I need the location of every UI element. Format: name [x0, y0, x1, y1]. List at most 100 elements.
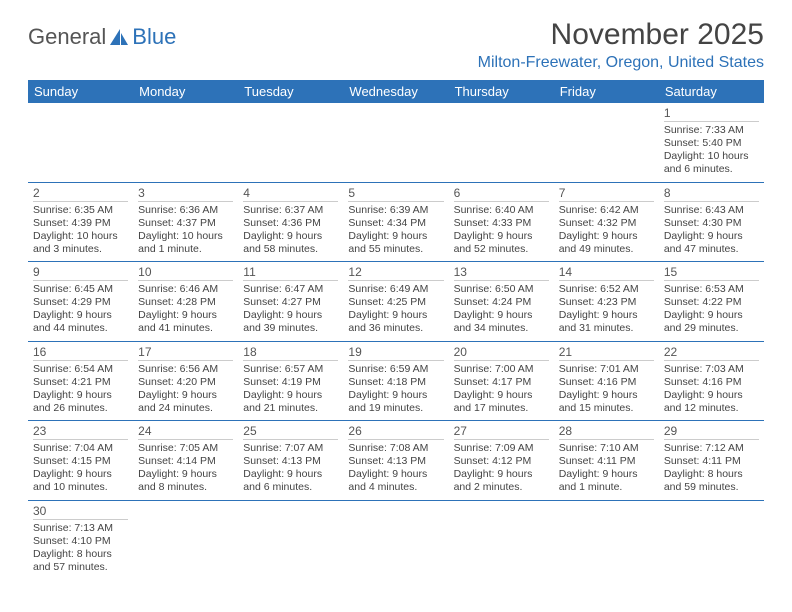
daylight-line: Daylight: 9 hours	[243, 468, 338, 481]
daylight-line: and 1 minute.	[559, 481, 654, 494]
week-row: 9Sunrise: 6:45 AMSunset: 4:29 PMDaylight…	[28, 262, 764, 342]
day-number: 19	[348, 345, 443, 361]
daylight-line: Daylight: 9 hours	[559, 309, 654, 322]
daylight-line: and 34 minutes.	[454, 322, 549, 335]
daylight-line: and 29 minutes.	[664, 322, 759, 335]
header: General Blue November 2025 Milton-Freewa…	[28, 18, 764, 72]
daylight-line: and 21 minutes.	[243, 402, 338, 415]
day-cell: 2Sunrise: 6:35 AMSunset: 4:39 PMDaylight…	[28, 183, 133, 262]
day-cell: 21 Sunrise: 7:01 AMSunset: 4:16 PMDayligh…	[554, 342, 659, 421]
day-cell: 13Sunrise: 6:50 AMSunset: 4:24 PMDayligh…	[449, 262, 554, 341]
daylight-line: and 41 minutes.	[138, 322, 233, 335]
day-number: 6	[454, 186, 549, 202]
sunset-line: Sunset: 4:21 PM	[33, 376, 128, 389]
day-cell: 23Sunrise: 7:04 AMSunset: 4:15 PMDayligh…	[28, 421, 133, 500]
day-number: 28	[559, 424, 654, 440]
week-row: 1Sunrise: 7:33 AMSunset: 5:40 PMDaylight…	[28, 103, 764, 183]
sunset-line: Sunset: 4:13 PM	[243, 455, 338, 468]
sunrise-line: Sunrise: 6:50 AM	[454, 283, 549, 296]
daylight-line: and 58 minutes.	[243, 243, 338, 256]
sunrise-line: Sunrise: 7:10 AM	[559, 442, 654, 455]
sunset-line: Sunset: 4:37 PM	[138, 217, 233, 230]
daylight-line: Daylight: 9 hours	[348, 309, 443, 322]
day-cell: 22Sunrise: 7:03 AMSunset: 4:16 PMDayligh…	[659, 342, 764, 421]
day-cell: 26Sunrise: 7:08 AMSunset: 4:13 PMDayligh…	[343, 421, 448, 500]
day-header-row: SundayMondayTuesdayWednesdayThursdayFrid…	[28, 80, 764, 103]
day-number: 21	[559, 345, 654, 361]
sunrise-line: Sunrise: 6:45 AM	[33, 283, 128, 296]
daylight-line: Daylight: 8 hours	[33, 548, 128, 561]
day-cell: 18Sunrise: 6:57 AMSunset: 4:19 PMDayligh…	[238, 342, 343, 421]
empty-cell	[28, 103, 133, 182]
day-number: 16	[33, 345, 128, 361]
day-header-cell: Wednesday	[343, 80, 448, 103]
sunrise-line: Sunrise: 6:59 AM	[348, 363, 443, 376]
sunrise-line: Sunrise: 6:37 AM	[243, 204, 338, 217]
sunrise-line: Sunrise: 6:39 AM	[348, 204, 443, 217]
logo-blue: Blue	[132, 24, 176, 50]
calendar: SundayMondayTuesdayWednesdayThursdayFrid…	[28, 80, 764, 579]
day-header-cell: Friday	[554, 80, 659, 103]
sunrise-line: Sunrise: 6:36 AM	[138, 204, 233, 217]
sunset-line: Sunset: 4:18 PM	[348, 376, 443, 389]
day-number: 12	[348, 265, 443, 281]
daylight-line: Daylight: 9 hours	[664, 309, 759, 322]
sunrise-line: Sunrise: 6:56 AM	[138, 363, 233, 376]
sunrise-line: Sunrise: 7:01 AM	[559, 363, 654, 376]
empty-cell	[238, 501, 343, 580]
empty-cell	[133, 103, 238, 182]
day-cell: 7Sunrise: 6:42 AMSunset: 4:32 PMDaylight…	[554, 183, 659, 262]
day-cell: 4Sunrise: 6:37 AMSunset: 4:36 PMDaylight…	[238, 183, 343, 262]
daylight-line: Daylight: 9 hours	[454, 389, 549, 402]
sunrise-line: Sunrise: 7:00 AM	[454, 363, 549, 376]
daylight-line: Daylight: 9 hours	[664, 230, 759, 243]
week-row: 23Sunrise: 7:04 AMSunset: 4:15 PMDayligh…	[28, 421, 764, 501]
daylight-line: and 17 minutes.	[454, 402, 549, 415]
sunset-line: Sunset: 4:34 PM	[348, 217, 443, 230]
day-cell: 16 Sunrise: 6:54 AMSunset: 4:21 PMDayligh…	[28, 342, 133, 421]
day-number: 23	[33, 424, 128, 440]
sunrise-line: Sunrise: 6:54 AM	[33, 363, 128, 376]
daylight-line: Daylight: 10 hours	[664, 150, 759, 163]
day-number: 20	[454, 345, 549, 361]
sunset-line: Sunset: 4:16 PM	[559, 376, 654, 389]
daylight-line: Daylight: 9 hours	[33, 389, 128, 402]
sunrise-line: Sunrise: 7:33 AM	[664, 124, 759, 137]
daylight-line: Daylight: 10 hours	[33, 230, 128, 243]
day-cell: 6Sunrise: 6:40 AMSunset: 4:33 PMDaylight…	[449, 183, 554, 262]
sunset-line: Sunset: 4:12 PM	[454, 455, 549, 468]
sunrise-line: Sunrise: 6:49 AM	[348, 283, 443, 296]
daylight-line: and 36 minutes.	[348, 322, 443, 335]
day-number: 14	[559, 265, 654, 281]
sunset-line: Sunset: 4:22 PM	[664, 296, 759, 309]
sunrise-line: Sunrise: 6:53 AM	[664, 283, 759, 296]
sunrise-line: Sunrise: 7:12 AM	[664, 442, 759, 455]
sunset-line: Sunset: 4:24 PM	[454, 296, 549, 309]
daylight-line: and 19 minutes.	[348, 402, 443, 415]
day-number: 26	[348, 424, 443, 440]
daylight-line: and 55 minutes.	[348, 243, 443, 256]
sunset-line: Sunset: 4:10 PM	[33, 535, 128, 548]
week-row: 30Sunrise: 7:13 AMSunset: 4:10 PMDayligh…	[28, 501, 764, 580]
day-number: 2	[33, 186, 128, 202]
empty-cell	[449, 501, 554, 580]
empty-cell	[554, 103, 659, 182]
day-number: 11	[243, 265, 338, 281]
daylight-line: Daylight: 9 hours	[454, 309, 549, 322]
day-cell: 12Sunrise: 6:49 AMSunset: 4:25 PMDayligh…	[343, 262, 448, 341]
day-cell: 27Sunrise: 7:09 AMSunset: 4:12 PMDayligh…	[449, 421, 554, 500]
sunset-line: Sunset: 4:11 PM	[664, 455, 759, 468]
sunrise-line: Sunrise: 7:13 AM	[33, 522, 128, 535]
daylight-line: Daylight: 9 hours	[664, 389, 759, 402]
day-cell: 24Sunrise: 7:05 AMSunset: 4:14 PMDayligh…	[133, 421, 238, 500]
empty-cell	[343, 103, 448, 182]
day-cell: 15Sunrise: 6:53 AMSunset: 4:22 PMDayligh…	[659, 262, 764, 341]
daylight-line: Daylight: 9 hours	[243, 389, 338, 402]
sunset-line: Sunset: 4:14 PM	[138, 455, 233, 468]
daylight-line: Daylight: 9 hours	[454, 468, 549, 481]
empty-cell	[659, 501, 764, 580]
sunset-line: Sunset: 4:30 PM	[664, 217, 759, 230]
sunrise-line: Sunrise: 7:07 AM	[243, 442, 338, 455]
daylight-line: Daylight: 9 hours	[559, 389, 654, 402]
daylight-line: Daylight: 9 hours	[138, 389, 233, 402]
